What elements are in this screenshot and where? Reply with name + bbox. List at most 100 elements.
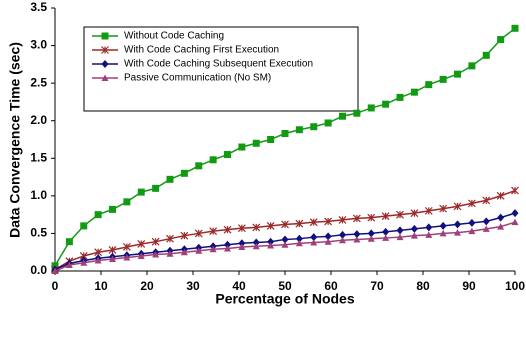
legend-marker — [101, 74, 109, 81]
marker — [353, 235, 361, 243]
marker — [180, 169, 188, 177]
marker — [295, 219, 304, 228]
marker — [324, 217, 333, 226]
marker — [424, 206, 433, 215]
marker — [511, 218, 519, 226]
marker — [352, 214, 361, 223]
marker — [339, 236, 346, 244]
marker — [166, 175, 174, 183]
marker — [396, 210, 404, 219]
marker — [123, 253, 131, 261]
marker — [468, 62, 476, 70]
marker — [180, 248, 188, 256]
marker — [324, 119, 332, 127]
legend-box — [83, 26, 359, 112]
marker — [94, 211, 102, 219]
marker — [65, 261, 73, 268]
marker — [224, 240, 231, 249]
marker — [166, 250, 174, 257]
marker — [410, 232, 418, 239]
marker — [454, 220, 461, 229]
marker — [468, 218, 476, 227]
marker — [108, 246, 117, 254]
marker — [80, 259, 88, 266]
marker — [482, 217, 490, 226]
marker — [281, 129, 289, 137]
marker — [281, 235, 289, 244]
x-tick-label: 40 — [232, 279, 246, 293]
marker — [224, 244, 231, 252]
marker — [310, 123, 318, 131]
marker — [123, 198, 131, 206]
marker — [496, 191, 505, 200]
marker — [396, 226, 404, 235]
marker — [425, 231, 433, 238]
legend-marker — [101, 60, 109, 68]
x-tick-label: 30 — [186, 279, 200, 293]
marker — [137, 240, 146, 248]
marker — [267, 241, 275, 249]
x-tick-label: 70 — [370, 279, 384, 293]
marker — [396, 233, 404, 241]
marker — [468, 227, 476, 235]
marker — [482, 196, 491, 205]
x-tick-label: 10 — [94, 279, 108, 293]
marker — [410, 88, 418, 96]
legend-item: Without Code Caching — [92, 31, 224, 42]
marker — [338, 215, 347, 224]
legend-label: Passive Communication (No SM) — [124, 73, 271, 84]
marker — [65, 238, 73, 246]
marker — [195, 247, 203, 254]
marker — [252, 242, 260, 250]
marker — [425, 81, 433, 89]
marker — [454, 70, 461, 78]
marker — [511, 209, 519, 218]
marker — [410, 209, 419, 218]
marker — [194, 229, 203, 238]
x-axis-title: Percentage of Nodes — [215, 291, 354, 307]
marker — [439, 75, 447, 83]
marker — [267, 237, 275, 246]
marker — [382, 227, 390, 236]
marker — [238, 239, 246, 248]
x-tick-label: 100 — [505, 279, 525, 293]
marker — [425, 223, 433, 232]
marker — [310, 233, 318, 242]
marker — [439, 204, 448, 213]
marker — [137, 188, 145, 196]
marker — [382, 234, 390, 241]
marker — [467, 199, 476, 208]
marker — [122, 243, 131, 251]
marker — [339, 230, 346, 239]
marker — [109, 255, 116, 262]
marker — [511, 186, 519, 195]
marker — [382, 100, 390, 108]
legend-item: With Code Caching Subsequent Execution — [92, 59, 313, 70]
marker — [267, 136, 275, 143]
marker — [209, 245, 217, 253]
y-tick-label: 3.0 — [30, 38, 47, 52]
marker — [252, 238, 260, 247]
marker — [454, 229, 461, 236]
marker — [281, 220, 289, 229]
y-axis-title: Data Convergence Time (sec) — [7, 42, 23, 238]
legend-label: With Code Caching Subsequent Execution — [124, 59, 313, 70]
x-tick-label: 50 — [278, 279, 292, 293]
marker — [410, 224, 418, 233]
x-tick-label: 80 — [416, 279, 430, 293]
marker — [252, 223, 261, 232]
y-tick-label: 2.5 — [30, 75, 47, 89]
x-tick-label: 20 — [140, 279, 154, 293]
marker — [439, 221, 447, 230]
marker — [310, 238, 318, 246]
legend-item: With Code Caching First Execution — [92, 45, 279, 56]
marker — [152, 250, 160, 258]
marker — [309, 218, 318, 227]
legend-label: With Code Caching First Execution — [124, 45, 279, 56]
legend-marker — [101, 32, 109, 40]
marker — [80, 222, 88, 230]
legend-marker — [101, 46, 109, 54]
y-tick-label: 0.0 — [30, 263, 47, 277]
marker — [109, 205, 116, 213]
marker — [151, 237, 160, 246]
